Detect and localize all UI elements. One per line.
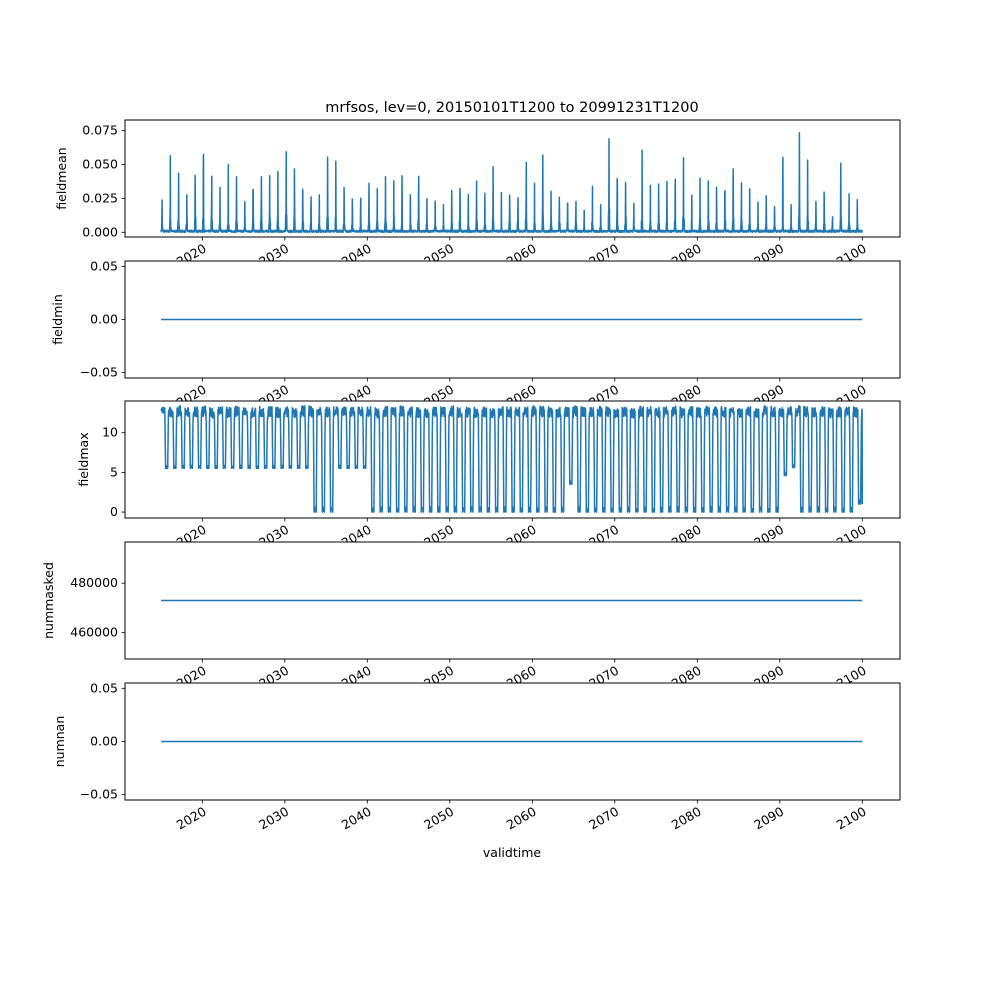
y-axis-label: fieldmin (50, 294, 65, 345)
y-tick-label: 0.00 (90, 312, 118, 327)
axes-frame (124, 541, 901, 660)
y-axis-label: nummasked (41, 562, 56, 639)
plot-area (125, 120, 900, 237)
y-tick-label: 0 (110, 504, 118, 519)
y-tick-label: −0.05 (80, 365, 118, 380)
y-tick-label: 0.050 (82, 157, 118, 172)
y-tick-label: 10 (102, 425, 118, 440)
y-tick-label: 0.05 (90, 680, 118, 695)
y-axis-label: fieldmean (54, 147, 69, 209)
axes-frame (124, 119, 901, 238)
y-tick-label: 480000 (70, 575, 118, 590)
y-tick-label: 0.05 (90, 258, 118, 273)
y-tick-label: 0.00 (90, 734, 118, 749)
y-tick-label: 5 (110, 464, 118, 479)
series-line-fieldmean (160, 131, 863, 234)
chart-title: mrfsos, lev=0, 20150101T1200 to 20991231… (325, 100, 698, 116)
y-tick-label: 460000 (70, 625, 118, 640)
series-line-fieldmax (160, 405, 864, 513)
axes-frame (124, 400, 901, 519)
y-tick-label: 0.075 (82, 123, 118, 138)
y-axis-label: fieldmax (76, 432, 91, 486)
y-tick-label: −0.05 (80, 787, 118, 802)
y-axis-label: numnan (52, 716, 67, 768)
y-tick-label: 0.025 (82, 190, 118, 205)
x-axis-label: validtime (483, 845, 541, 860)
y-tick-label: 0.000 (82, 224, 118, 239)
